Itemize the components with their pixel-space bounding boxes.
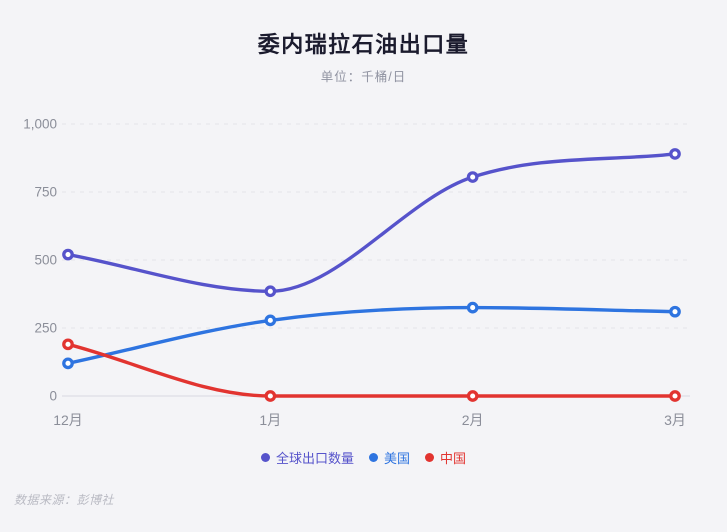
data-point-marker[interactable] xyxy=(466,301,479,314)
y-tick-label: 500 xyxy=(34,253,57,268)
data-point-marker[interactable] xyxy=(669,148,681,160)
chart-subtitle: 单位：千桶/日 xyxy=(320,70,407,84)
data-point-marker[interactable] xyxy=(669,305,681,318)
x-tick-label: 12月 xyxy=(53,412,83,428)
data-point-marker[interactable] xyxy=(62,357,74,370)
y-tick-label: 750 xyxy=(34,185,57,200)
data-source-caption: 数据来源：彭博社 xyxy=(14,493,115,507)
legend-item-china[interactable]: 中国 xyxy=(425,448,466,467)
y-tick-label: 250 xyxy=(34,321,57,336)
legend-label: 美国 xyxy=(383,451,410,466)
data-point-marker[interactable] xyxy=(62,248,74,261)
data-point-marker[interactable] xyxy=(669,390,681,402)
data-point-marker[interactable] xyxy=(466,171,479,183)
legend-dot-icon xyxy=(260,453,270,462)
y-tick-label: 1,000 xyxy=(23,117,57,132)
legend-dot-icon xyxy=(368,453,378,462)
data-point-marker[interactable] xyxy=(264,314,277,327)
legend-item-usa[interactable]: 美国 xyxy=(368,448,410,467)
series-line xyxy=(66,305,677,366)
series-line xyxy=(66,152,677,293)
data-point-marker[interactable] xyxy=(466,390,479,402)
legend: 全球出口数量 美国 中国 xyxy=(0,448,727,467)
chart-title: 委内瑞拉石油出口量 xyxy=(257,32,470,57)
data-point-marker[interactable] xyxy=(264,285,277,298)
x-tick-label: 2月 xyxy=(462,412,484,428)
legend-label: 中国 xyxy=(440,451,467,466)
legend-label: 全球出口数量 xyxy=(275,451,354,466)
data-point-marker[interactable] xyxy=(62,338,74,351)
legend-dot-icon xyxy=(425,453,434,462)
y-tick-label: 0 xyxy=(49,389,57,404)
legend-item-global-exports[interactable]: 全球出口数量 xyxy=(260,448,354,467)
data-point-marker[interactable] xyxy=(264,390,277,402)
x-tick-label: 1月 xyxy=(259,412,281,428)
x-tick-label: 3月 xyxy=(664,412,686,428)
series-line xyxy=(66,342,677,398)
